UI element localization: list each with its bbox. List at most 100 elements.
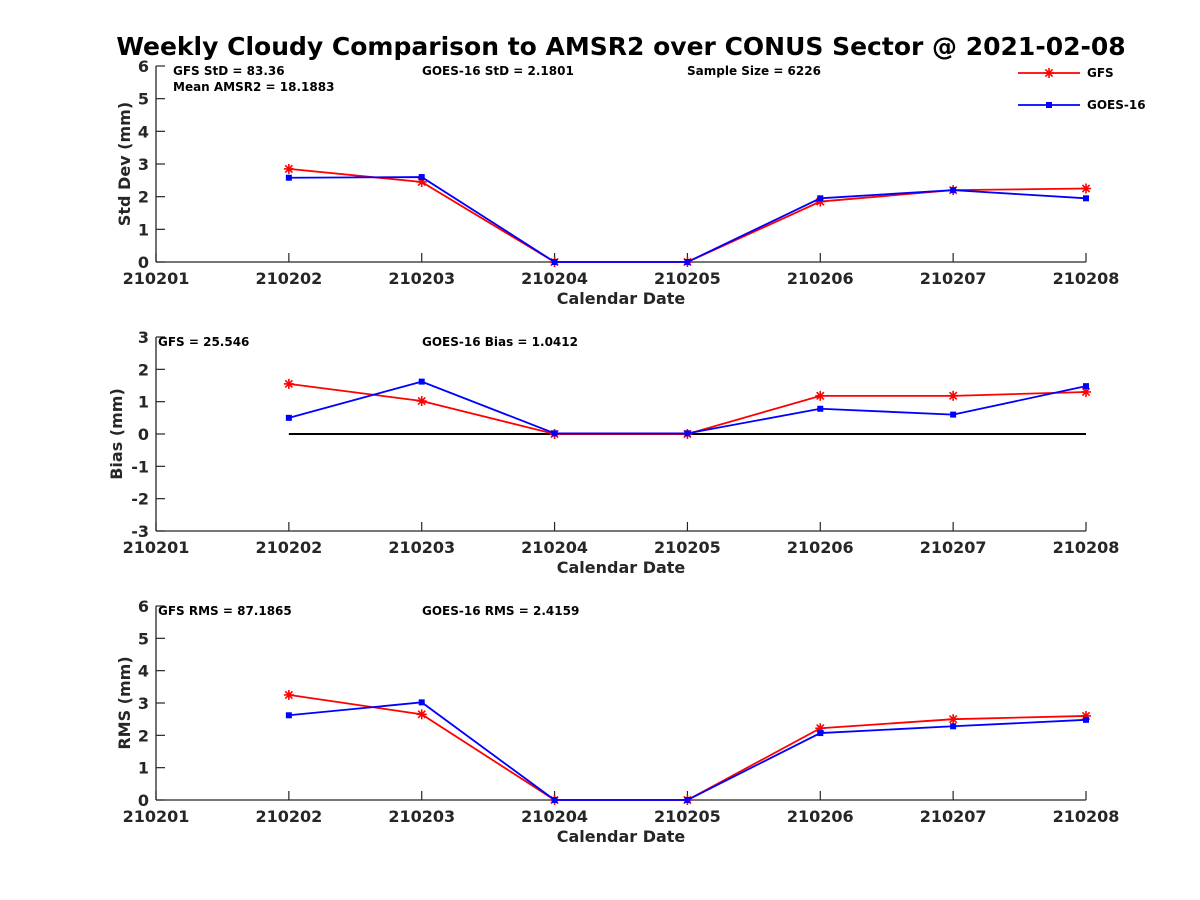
stat-annotation-goes: GOES-16 Bias = 1.0412 <box>422 335 578 349</box>
chart-panels: 210201 210202 210203 210204 210205 210206 2102… <box>107 57 1119 846</box>
y-tick-label: 6 <box>138 597 149 616</box>
y-tick-label: 2 <box>138 360 149 379</box>
x-tick-label: 210208 <box>1053 538 1120 557</box>
series-line <box>288 701 1087 801</box>
legend-label: GFS <box>1087 66 1114 80</box>
series-gfs <box>283 378 1091 439</box>
y-tick-label: 1 <box>138 220 149 239</box>
x-tick-label: 210202 <box>255 538 322 557</box>
x-tick-label: 210206 <box>787 538 854 557</box>
x-tick-label: 210207 <box>920 538 987 557</box>
data-point <box>950 187 957 194</box>
series-goes-16 <box>285 174 1089 265</box>
x-tick-label: 210201 <box>123 269 190 288</box>
data-point <box>817 405 824 412</box>
data-point <box>684 797 691 803</box>
data-point <box>684 259 691 265</box>
y-tick-label: 4 <box>138 122 149 141</box>
series-line <box>288 168 1087 263</box>
data-point <box>285 712 292 719</box>
y-tick-label: 3 <box>138 155 149 174</box>
data-point <box>948 390 959 401</box>
x-tick-label: 210201 <box>123 538 190 557</box>
series-line <box>288 382 1087 435</box>
data-point <box>285 174 292 181</box>
stat-annotation-goes: GOES-16 RMS = 2.4159 <box>422 604 579 618</box>
y-axis-label: RMS (mm) <box>115 656 134 749</box>
y-tick-label: 4 <box>138 662 149 681</box>
legend-entry-goes-16: GOES-16 <box>1018 98 1146 112</box>
x-tick-label: 210203 <box>388 538 455 557</box>
x-tick-label: 210203 <box>388 807 455 826</box>
chart-panel-1: 210201 210202 210203 210204 210205 210206 2102… <box>115 57 1119 308</box>
data-point <box>1081 183 1091 194</box>
x-tick-label: 210206 <box>787 807 854 826</box>
y-tick-label: 3 <box>138 328 149 347</box>
y-tick-label: 3 <box>138 694 149 713</box>
legend: GFS GOES-16 <box>1018 66 1146 112</box>
data-point <box>551 259 558 265</box>
legend-label: GOES-16 <box>1087 98 1146 112</box>
stat-annotation-sample: Sample Size = 6226 <box>687 64 821 78</box>
x-tick-label: 210208 <box>1053 269 1120 288</box>
data-point <box>950 723 957 730</box>
data-point <box>950 411 957 418</box>
data-point <box>283 163 294 174</box>
y-tick-label: 5 <box>138 90 149 109</box>
y-tick-label: 6 <box>138 57 149 76</box>
series-gfs <box>283 689 1091 805</box>
x-tick-label: 210202 <box>255 807 322 826</box>
legend-marker <box>1044 68 1054 78</box>
series-line <box>288 380 1087 435</box>
data-point <box>1083 716 1089 723</box>
data-point <box>1083 383 1089 390</box>
y-axis-label: Bias (mm) <box>107 388 126 480</box>
data-point <box>416 709 427 720</box>
data-point <box>416 396 427 407</box>
x-tick-label: 210205 <box>654 269 721 288</box>
y-tick-label: 0 <box>138 425 149 444</box>
data-point <box>815 390 826 401</box>
x-tick-label: 210205 <box>654 538 721 557</box>
data-point <box>418 174 425 181</box>
series-gfs <box>283 163 1091 267</box>
data-point <box>551 797 558 803</box>
series-goes-16 <box>285 378 1089 437</box>
chart-panel-2: 210201 210202 210203 210204 210205 210206 2102… <box>107 328 1119 577</box>
series-line <box>288 694 1087 801</box>
chart-panel-3: 210201 210202 210203 210204 210205 210206 2102… <box>115 597 1119 846</box>
x-tick-label: 210202 <box>255 269 322 288</box>
y-tick-label: 1 <box>138 759 149 778</box>
y-axis-label: Std Dev (mm) <box>115 102 134 226</box>
data-point <box>285 414 292 421</box>
legend-marker <box>1046 102 1052 108</box>
data-point <box>418 699 425 706</box>
y-tick-label: 5 <box>138 629 149 648</box>
data-point <box>418 378 425 385</box>
data-point <box>1083 195 1089 202</box>
y-tick-label: -1 <box>131 457 149 476</box>
x-tick-label: 210201 <box>123 807 190 826</box>
x-tick-label: 210203 <box>388 269 455 288</box>
series-goes-16 <box>285 699 1089 803</box>
stat-annotation-gfs: GFS = 25.546 <box>158 335 249 349</box>
stat-annotation-gfs: GFS RMS = 87.1865 <box>158 604 292 618</box>
x-tick-label: 210205 <box>654 807 721 826</box>
y-tick-label: 2 <box>138 188 149 207</box>
stat-annotation-gfs: GFS StD = 83.36 <box>173 64 285 78</box>
x-axis-label: Calendar Date <box>557 827 686 846</box>
x-tick-label: 210204 <box>521 538 588 557</box>
legend-entry-gfs: GFS <box>1018 66 1114 80</box>
y-tick-label: -2 <box>131 490 149 509</box>
stat-annotation-goes: GOES-16 StD = 2.1801 <box>422 64 574 78</box>
stat-annotation-mean: Mean AMSR2 = 18.1883 <box>173 80 334 94</box>
data-point <box>551 430 558 437</box>
y-tick-label: 0 <box>138 253 149 272</box>
y-tick-label: -3 <box>131 522 149 541</box>
data-point <box>283 689 294 700</box>
y-tick-label: 1 <box>138 393 149 412</box>
x-tick-label: 210204 <box>521 807 588 826</box>
data-point <box>817 195 824 202</box>
x-axis-label: Calendar Date <box>557 558 686 577</box>
